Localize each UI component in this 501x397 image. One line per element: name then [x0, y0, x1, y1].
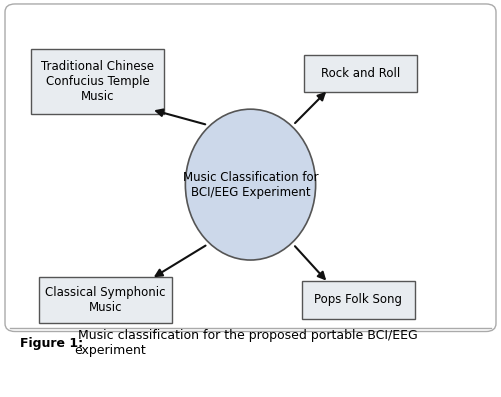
FancyBboxPatch shape: [5, 4, 496, 331]
FancyBboxPatch shape: [31, 49, 164, 114]
Text: Music Classification for
BCI/EEG Experiment: Music Classification for BCI/EEG Experim…: [183, 171, 318, 198]
Text: Traditional Chinese
Confucius Temple
Music: Traditional Chinese Confucius Temple Mus…: [41, 60, 154, 103]
Text: Rock and Roll: Rock and Roll: [321, 67, 400, 80]
Text: Figure 1:: Figure 1:: [20, 337, 83, 350]
Ellipse shape: [185, 109, 316, 260]
FancyBboxPatch shape: [39, 277, 171, 322]
Text: Pops Folk Song: Pops Folk Song: [314, 293, 402, 306]
Text: Music classification for the proposed portable BCI/EEG
experiment: Music classification for the proposed po…: [74, 330, 418, 357]
Text: Classical Symphonic
Music: Classical Symphonic Music: [45, 286, 165, 314]
FancyBboxPatch shape: [304, 55, 417, 93]
FancyBboxPatch shape: [302, 281, 414, 318]
